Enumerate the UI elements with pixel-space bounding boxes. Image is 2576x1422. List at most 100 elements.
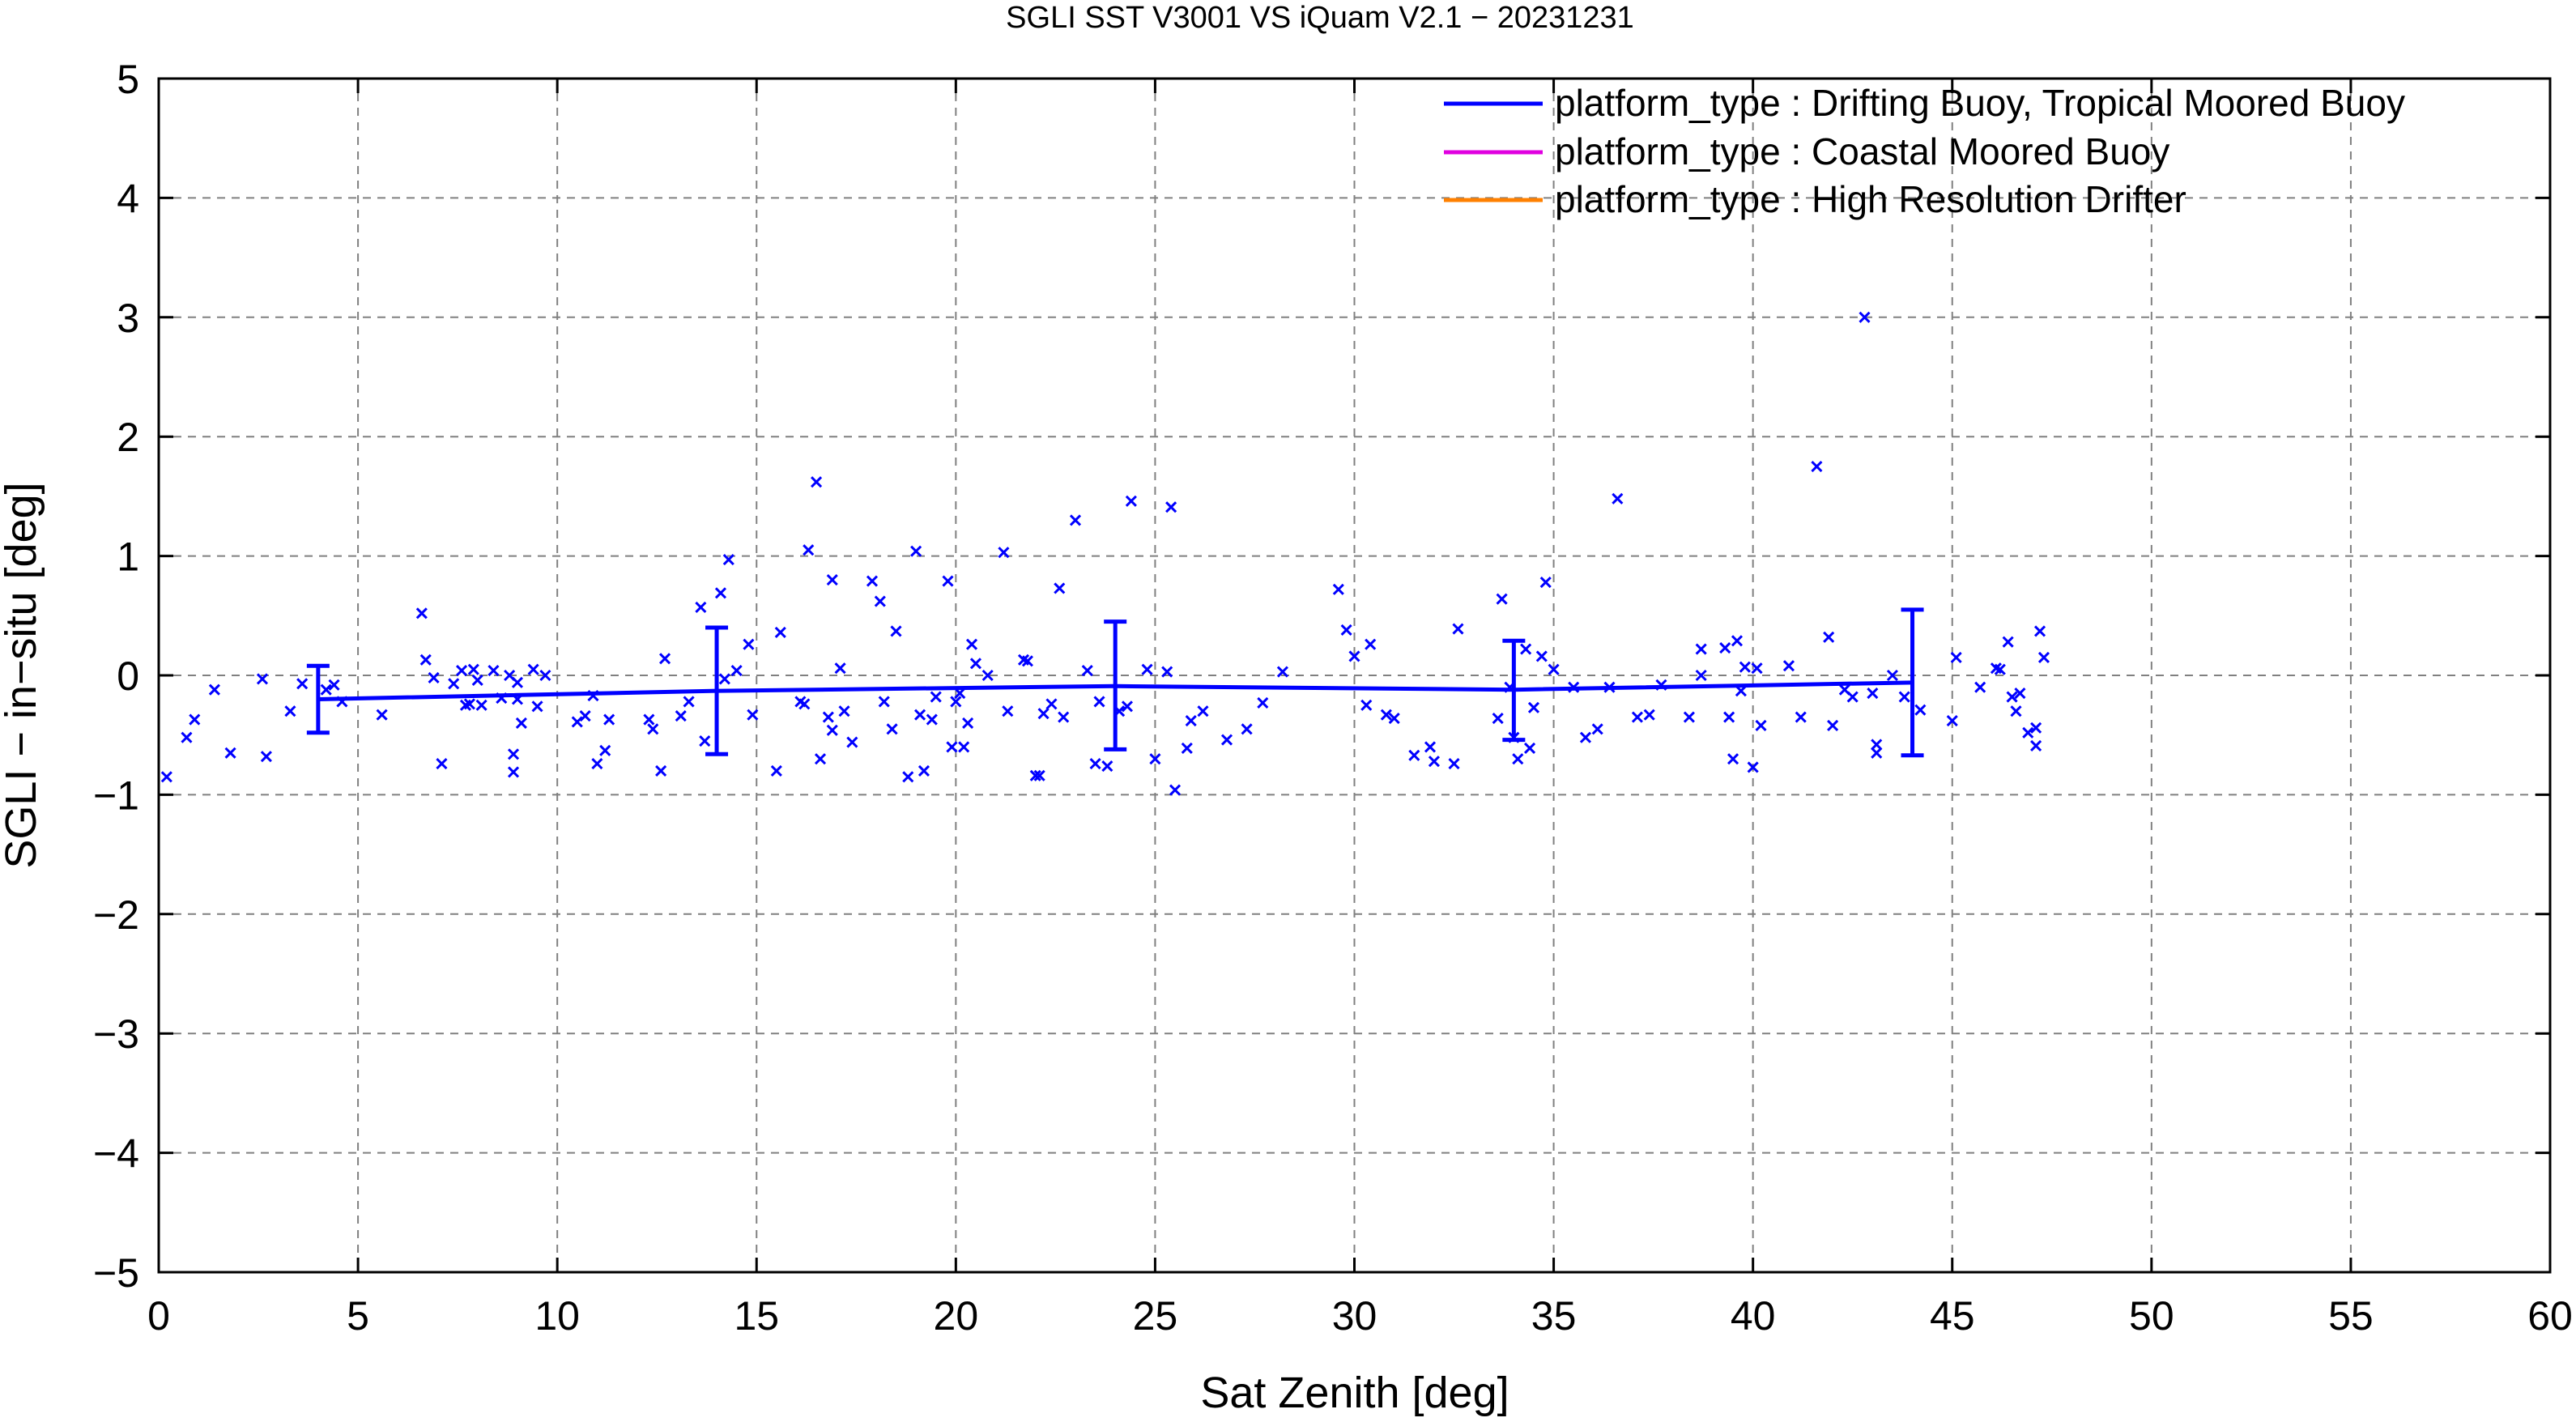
data-point	[2037, 651, 2050, 663]
data-point	[958, 741, 970, 753]
data-point	[1058, 711, 1070, 723]
data-point	[1950, 651, 1962, 663]
data-point	[1871, 747, 1883, 759]
legend-label-drifting-buoy: platform_type : Drifting Buoy, Tropical …	[1555, 82, 2405, 124]
data-point	[874, 595, 886, 607]
data-point	[415, 607, 428, 619]
data-point	[579, 710, 591, 722]
data-point	[942, 575, 954, 587]
data-point	[910, 545, 922, 557]
data-point	[1029, 769, 1041, 781]
data-point	[1089, 758, 1101, 770]
data-point	[2030, 722, 2042, 734]
data-point	[419, 654, 432, 666]
data-point	[160, 771, 172, 783]
data-point	[1520, 643, 1532, 655]
data-point	[730, 665, 743, 677]
data-point	[1846, 691, 1859, 703]
data-point	[591, 758, 603, 770]
data-point	[1643, 709, 1655, 721]
data-point	[1452, 623, 1464, 635]
data-point	[918, 764, 930, 777]
data-point	[1169, 784, 1182, 796]
data-point	[1121, 700, 1134, 713]
y-tick-label: −2	[93, 892, 139, 938]
data-point	[1276, 666, 1288, 678]
data-point	[1823, 631, 1835, 643]
data-point	[1795, 711, 1807, 723]
legend: platform_type : Drifting Buoy, Tropical …	[1444, 82, 2405, 220]
data-point	[463, 698, 475, 710]
data-point	[1496, 593, 1508, 605]
data-point	[1994, 663, 2006, 675]
data-point	[1731, 635, 1744, 647]
data-point	[1220, 734, 1233, 746]
data-point	[2022, 726, 2034, 739]
x-tick-label: 60	[2527, 1293, 2573, 1339]
data-point	[1069, 514, 1082, 526]
data-point	[1523, 742, 1536, 754]
data-point	[1719, 642, 1731, 654]
data-point	[436, 758, 448, 770]
data-point	[1535, 650, 1548, 662]
scatter-points	[160, 311, 2050, 796]
data-point	[1365, 638, 1377, 650]
y-tick-label: 0	[117, 654, 139, 699]
data-point	[1782, 660, 1795, 672]
data-point	[1054, 582, 1066, 594]
data-point	[1739, 661, 1751, 673]
data-point	[658, 653, 671, 665]
data-point	[946, 741, 958, 753]
x-tick-label: 20	[934, 1293, 979, 1339]
y-tick-label: −1	[93, 773, 139, 818]
data-point	[1045, 698, 1058, 710]
data-point	[1408, 749, 1420, 761]
x-tick-label: 55	[2328, 1293, 2374, 1339]
data-point	[475, 699, 488, 711]
data-point	[699, 735, 711, 747]
data-point	[1755, 719, 1767, 731]
data-point	[1631, 711, 1644, 723]
data-point	[1871, 739, 1883, 751]
data-point	[1811, 460, 1823, 473]
data-point	[2002, 636, 2014, 648]
x-tick-label: 25	[1133, 1293, 1178, 1339]
data-point	[571, 716, 583, 728]
data-point	[1727, 753, 1739, 765]
data-point	[1867, 688, 1879, 700]
data-point	[1033, 769, 1045, 781]
data-point	[643, 713, 655, 726]
data-point	[507, 766, 520, 778]
data-point	[448, 678, 460, 690]
data-point	[1161, 666, 1173, 678]
data-point	[2033, 625, 2046, 637]
x-axis-tick-labels: 0 5 10 15 20 25 30 35 40 45 50 55 60	[147, 1293, 2573, 1339]
data-point	[930, 691, 942, 703]
x-tick-label: 0	[147, 1293, 170, 1339]
data-point	[826, 574, 838, 586]
data-point	[846, 736, 858, 748]
data-point	[866, 575, 879, 587]
data-point	[1197, 705, 1209, 717]
data-point	[1946, 714, 1958, 727]
data-point	[1125, 495, 1137, 507]
data-point	[507, 748, 520, 760]
y-axis-label: SGLI − in−situ [deg]	[0, 482, 45, 868]
data-point	[838, 705, 850, 717]
data-point	[1579, 731, 1592, 743]
data-point	[2030, 739, 2042, 752]
data-point	[1101, 760, 1113, 773]
data-point	[1181, 742, 1193, 754]
data-point	[811, 476, 823, 488]
data-point	[320, 683, 332, 696]
data-point	[714, 587, 727, 599]
axis-ticks	[157, 77, 2552, 1274]
data-point	[1512, 753, 1524, 765]
data-point	[1348, 650, 1360, 662]
data-point	[539, 669, 551, 682]
y-tick-label: 5	[117, 57, 139, 102]
data-point	[527, 663, 539, 675]
y-tick-label: −3	[93, 1011, 139, 1057]
data-point	[1695, 669, 1707, 682]
